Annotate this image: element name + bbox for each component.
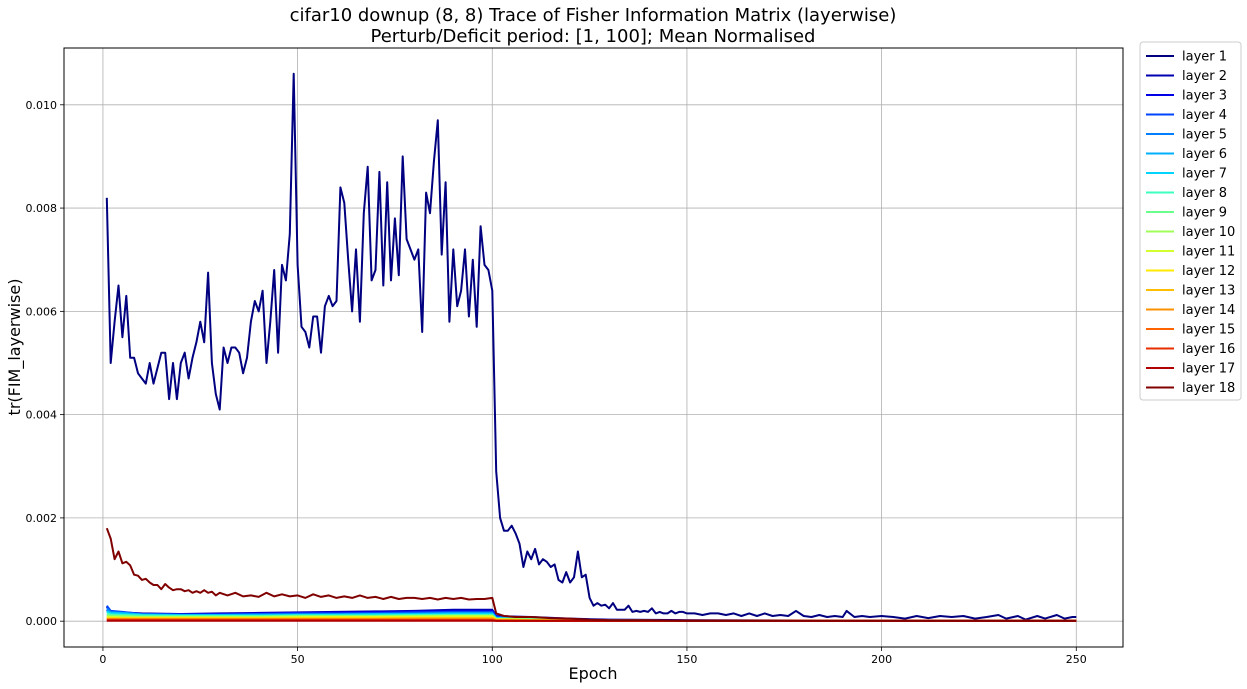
legend-label-layer-17: layer 17 <box>1182 362 1235 377</box>
x-tick-label: 0 <box>99 653 106 666</box>
legend-label-layer-14: layer 14 <box>1182 303 1235 318</box>
y-tick-label: 0.006 <box>26 305 58 318</box>
legend-label-layer-13: layer 13 <box>1182 284 1235 299</box>
legend-label-layer-12: layer 12 <box>1182 264 1235 279</box>
legend-label-layer-6: layer 6 <box>1182 147 1227 162</box>
legend: layer 1 layer 2 layer 3 layer 4 layer 5 layer… <box>1139 41 1242 401</box>
legend-label-layer-2: layer 2 <box>1182 69 1227 84</box>
plot-frame <box>63 47 1124 648</box>
y-tick-label: 0.010 <box>26 99 58 112</box>
legend-label-layer-5: layer 5 <box>1182 128 1227 143</box>
y-tick-label: 0.002 <box>26 512 58 525</box>
legend-label-layer-11: layer 11 <box>1182 245 1235 260</box>
tick-labels: 0 50 100 150 200 250 0.000 0.002 0.004 0.006 0.008… <box>26 99 1087 666</box>
plot-area <box>64 48 1123 647</box>
y-tick-label: 0.000 <box>26 615 58 628</box>
y-axis-label: tr(FIM_layerwise) <box>5 279 25 416</box>
series-lines <box>105 72 1077 622</box>
x-tick-label: 150 <box>676 653 697 666</box>
x-tick-label: 200 <box>871 653 892 666</box>
series-line-layer-18 <box>105 527 1077 622</box>
legend-label-layer-3: layer 3 <box>1182 89 1227 104</box>
x-tick-label: 50 <box>291 653 305 666</box>
legend-label-layer-7: layer 7 <box>1182 167 1227 182</box>
legend-label-layer-1: layer 1 <box>1182 50 1227 65</box>
x-tick-label: 100 <box>482 653 503 666</box>
x-tick-label: 250 <box>1066 653 1087 666</box>
chart-title: cifar10 downup (8, 8) Trace of Fisher In… <box>290 5 897 26</box>
x-axis-label: Epoch <box>569 664 618 683</box>
legend-label-layer-15: layer 15 <box>1182 323 1235 338</box>
legend-label-layer-4: layer 4 <box>1182 108 1227 123</box>
y-tick-label: 0.004 <box>26 409 58 422</box>
y-tick-label: 0.008 <box>26 202 58 215</box>
legend-label-layer-9: layer 9 <box>1182 206 1227 221</box>
legend-label-layer-8: layer 8 <box>1182 186 1227 201</box>
legend-label-layer-10: layer 10 <box>1182 225 1235 240</box>
legend-label-layer-18: layer 18 <box>1182 381 1235 396</box>
legend-label-layer-16: layer 16 <box>1182 342 1235 357</box>
chart-subtitle: Perturb/Deficit period: [1, 100]; Mean N… <box>371 26 816 47</box>
series-line-layer-1 <box>105 72 1077 621</box>
